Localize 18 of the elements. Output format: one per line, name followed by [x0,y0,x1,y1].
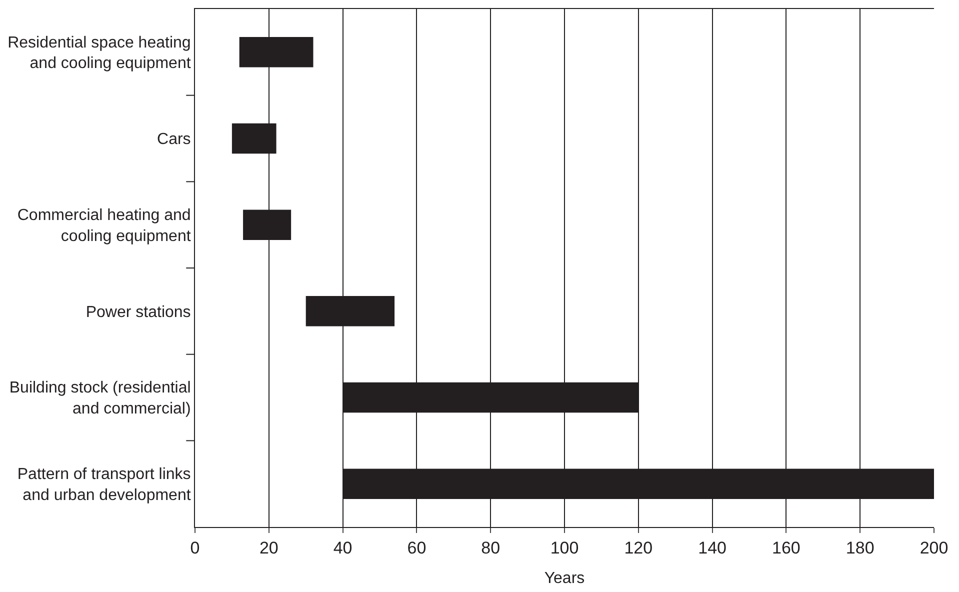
x-tick-label: 160 [772,538,800,558]
x-tick-label: 140 [698,538,726,558]
x-tick-label: 180 [846,538,874,558]
x-tick-label: 80 [481,538,500,558]
x-axis-title: Years [544,570,585,588]
x-tick-label: 40 [333,538,352,558]
x-tick-label: 60 [407,538,426,558]
y-tick-label: Residential space heating and cooling equipment [8,34,192,72]
x-tick-label: 120 [624,538,653,558]
x-tick-label: 200 [920,538,948,558]
y-tick-label: Building stock (residential and commercial) [9,380,191,418]
x-tick-label: 20 [259,538,278,558]
y-tick-label: Power stations [86,304,191,321]
y-tick-label: Cars [157,131,191,148]
y-tick-label: Commercial heating and cooling equipment [17,207,192,245]
y-tick-label: Pattern of transport links and urban development [17,466,192,504]
x-tick-label: 100 [550,538,579,558]
x-tick-label: 0 [190,538,200,558]
